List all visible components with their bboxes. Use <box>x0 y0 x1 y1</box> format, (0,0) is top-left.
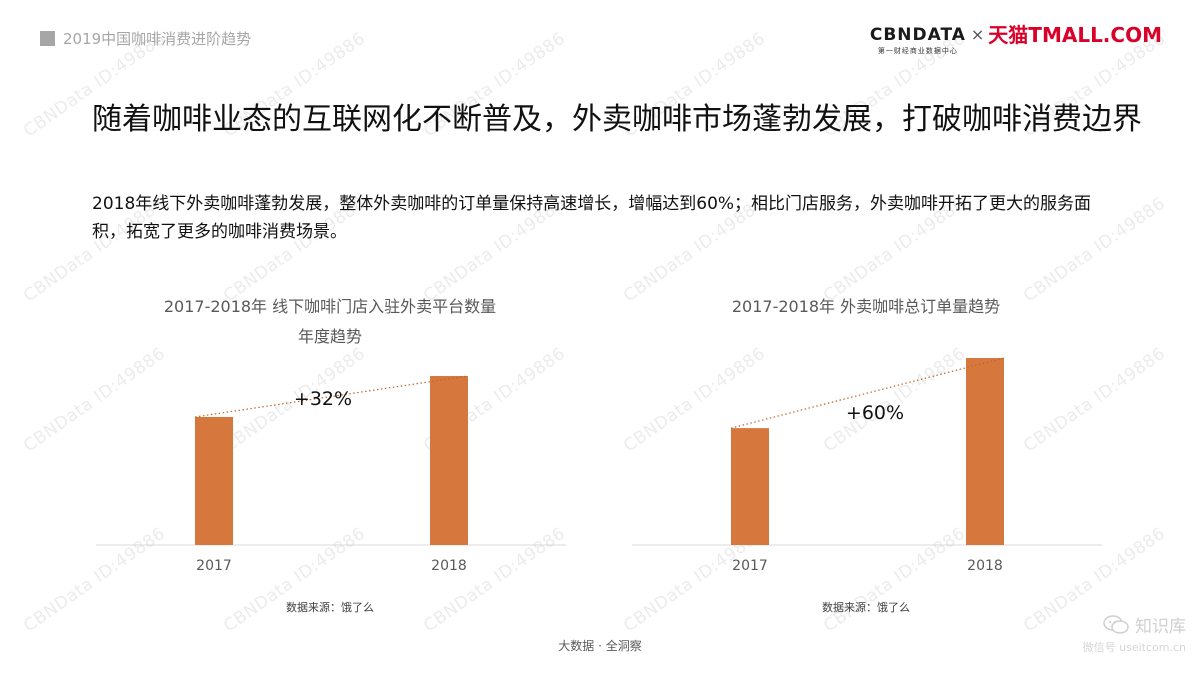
wechat-icon <box>1103 614 1129 634</box>
bar-2017 <box>195 416 233 545</box>
chart-title-line: 年度趋势 <box>298 327 362 346</box>
growth-label: +32% <box>294 388 352 410</box>
bar-2018 <box>430 376 468 545</box>
trend-line <box>730 357 1005 429</box>
bar-2017 <box>731 428 769 545</box>
brand-logos: CBNDATA 第一财经商业数据中心 × 天猫TMALL.COM <box>870 23 1162 56</box>
data-source: 数据来源：饿了么 <box>822 600 910 614</box>
footer-slogan: 大数据 · 全洞察 <box>558 639 642 653</box>
x-tick-label: 2017 <box>732 558 768 574</box>
tmall-logo: 天猫TMALL.COM <box>988 23 1162 47</box>
chart-delivery-orders: 2017-2018年 外卖咖啡总订单量趋势 2017 2018 +60% 数据来源：饿了… <box>632 290 1112 634</box>
data-source: 数据来源：饿了么 <box>286 600 374 614</box>
cbndata-wordmark: CBNDATA <box>869 25 966 45</box>
cbndata-tagline: 第一财经商业数据中心 <box>877 47 958 55</box>
chart-title-line: 2017-2018年 外卖咖啡总订单量趋势 <box>732 297 1000 316</box>
bar-2018 <box>966 358 1004 545</box>
report-header: 2019中国咖啡消费进阶趋势 <box>40 28 251 49</box>
x-tick-label: 2017 <box>196 558 232 574</box>
chart-title-line: 2017-2018年 线下咖啡门店入驻外卖平台数量 <box>164 297 496 316</box>
x-tick-label: 2018 <box>967 558 1003 574</box>
growth-label: +60% <box>846 402 904 424</box>
slide-headline: 随着咖啡业态的互联网化不断普及，外卖咖啡市场蓬勃发展，打破咖啡消费边界 <box>92 102 1142 138</box>
wechat-account-name: 知识库 <box>1135 617 1186 637</box>
wechat-account-id: 微信号 useitcom.cn <box>1082 641 1186 654</box>
report-title: 2019中国咖啡消费进阶趋势 <box>63 30 252 48</box>
slide-description: 2018年线下外卖咖啡蓬勃发展，整体外卖咖啡的订单量保持高速增长，增幅达到60%… <box>92 194 1092 242</box>
cbndata-logo: CBNDATA 第一财经商业数据中心 <box>870 26 966 56</box>
chart-stores-on-delivery: 2017-2018年 线下咖啡门店入驻外卖平台数量 年度趋势 2017 2018 +32… <box>96 290 576 634</box>
gray-square-icon <box>40 31 55 46</box>
wechat-watermark: 知识库 微信号 useitcom.cn <box>1083 612 1186 655</box>
brand-separator: × <box>970 25 985 44</box>
x-tick-label: 2018 <box>431 558 467 574</box>
